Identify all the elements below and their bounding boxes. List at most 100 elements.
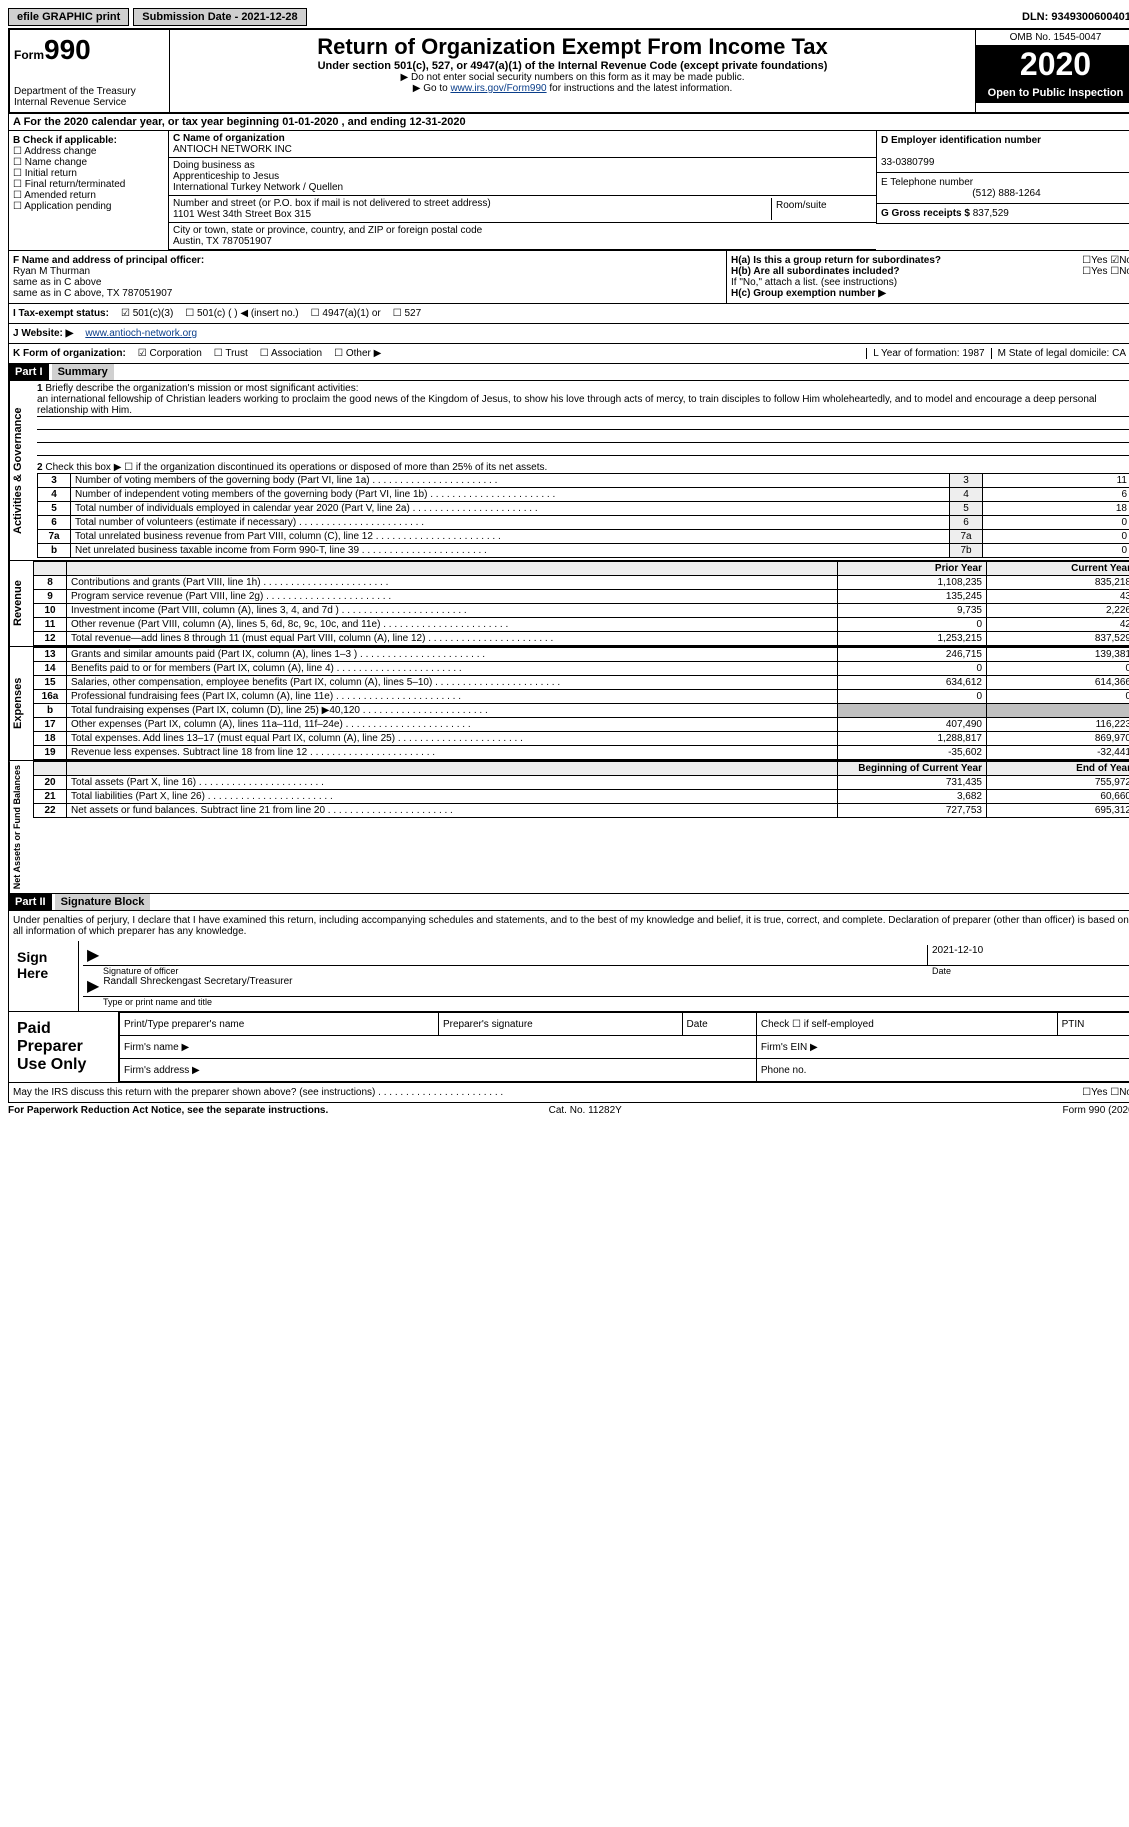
name-title-label: Type or print name and title (83, 997, 1129, 1007)
k-org-row: K Form of organization: ☑ Corporation ☐ … (8, 344, 1129, 364)
city-label: City or town, state or province, country… (173, 225, 482, 236)
part1-header: Part I (9, 364, 49, 380)
end-year-header: End of Year (987, 762, 1129, 776)
net-assets-tab: Net Assets or Fund Balances (9, 761, 33, 893)
self-employed-label: Check ☐ if self-employed (756, 1013, 1057, 1036)
sig-date: 2021-12-10 (927, 945, 1129, 965)
state-domicile: M State of legal domicile: CA (991, 348, 1129, 359)
top-bar: efile GRAPHIC print Submission Date - 20… (8, 8, 1129, 26)
i-label: I Tax-exempt status: (13, 308, 109, 319)
officer-name: Ryan M Thurman (13, 266, 90, 277)
prior-year-header: Prior Year (838, 562, 987, 576)
org-name: ANTIOCH NETWORK INC (173, 144, 292, 155)
form-number: 990 (44, 34, 91, 65)
year-formation: L Year of formation: 1987 (866, 348, 990, 359)
revenue-tab: Revenue (9, 561, 33, 646)
declaration-text: Under penalties of perjury, I declare th… (9, 911, 1129, 941)
gross-label: G Gross receipts $ (881, 208, 970, 219)
irs-link[interactable]: www.irs.gov/Form990 (450, 83, 546, 94)
dln: DLN: 93493006004012 (1022, 11, 1129, 23)
tel-value: (512) 888-1264 (881, 188, 1129, 199)
dept-treasury: Department of the Treasury Internal Reve… (14, 86, 165, 108)
dba-value: Apprenticeship to Jesus International Tu… (173, 171, 343, 193)
form-ref: Form 990 (2020) (1063, 1105, 1129, 1116)
date-label: Date (932, 966, 1129, 976)
part1-title: Summary (52, 364, 114, 380)
b-label: B Check if applicable: (13, 135, 164, 146)
b-opt: ☐ Name change (13, 157, 164, 168)
governance-tab: Activities & Governance (9, 381, 33, 560)
website-link[interactable]: www.antioch-network.org (85, 328, 197, 339)
ha-label: H(a) Is this a group return for subordin… (731, 255, 941, 266)
tax-status-row: I Tax-exempt status: ☑ 501(c)(3) ☐ 501(c… (8, 304, 1129, 324)
ein-label: D Employer identification number (881, 135, 1041, 146)
gross-value: 837,529 (973, 208, 1009, 219)
addr-label: Number and street (or P.O. box if mail i… (173, 198, 491, 209)
omb-number: OMB No. 1545-0047 (976, 30, 1129, 46)
paperwork-notice: For Paperwork Reduction Act Notice, see … (8, 1105, 328, 1116)
current-year-header: Current Year (987, 562, 1129, 576)
hb-note: If "No," attach a list. (see instruction… (731, 277, 1129, 288)
j-label: J Website: ▶ (13, 328, 73, 339)
firm-ein-label: Firm's EIN ▶ (756, 1036, 1129, 1059)
officer-addr1: same as in C above (13, 277, 101, 288)
signature-block: Under penalties of perjury, I declare th… (8, 911, 1129, 1103)
ein-value: 33-0380799 (881, 157, 934, 168)
form-subtitle: Under section 501(c), 527, or 4947(a)(1)… (174, 60, 971, 72)
firm-name-label: Firm's name ▶ (120, 1036, 757, 1059)
firm-address-label: Firm's address ▶ (120, 1059, 757, 1082)
row-f-h: F Name and address of principal officer:… (8, 251, 1129, 304)
net-assets-table: Beginning of Current Year End of Year 20… (33, 761, 1129, 818)
submission-date: Submission Date - 2021-12-28 (133, 8, 306, 26)
note-ssn: ▶ Do not enter social security numbers o… (174, 72, 971, 83)
part2-title: Signature Block (55, 894, 151, 910)
note-goto-pre: ▶ Go to (413, 83, 451, 94)
efile-button[interactable]: efile GRAPHIC print (8, 8, 129, 26)
dba-label: Doing business as (173, 160, 255, 171)
line1-label: Briefly describe the organization's miss… (45, 383, 358, 394)
net-assets-section: Net Assets or Fund Balances Beginning of… (8, 761, 1129, 894)
city-value: Austin, TX 787051907 (173, 236, 272, 247)
b-opt: ☐ Final return/terminated (13, 179, 164, 190)
hb-label: H(b) Are all subordinates included? (731, 266, 900, 277)
sign-here-label: Sign Here (9, 941, 79, 1011)
b-opt: ☐ Initial return (13, 168, 164, 179)
expenses-table: 13Grants and similar amounts paid (Part … (33, 647, 1129, 760)
paid-preparer-label: Paid Preparer Use Only (9, 1012, 119, 1082)
b-opt: ☐ Address change (13, 146, 164, 157)
governance-section: Activities & Governance 1 Briefly descri… (8, 381, 1129, 561)
governance-table: 3Number of voting members of the governi… (37, 473, 1129, 558)
beginning-year-header: Beginning of Current Year (838, 762, 987, 776)
hc-label: H(c) Group exemption number ▶ (731, 288, 1129, 299)
officer-addr2: same as in C above, TX 787051907 (13, 288, 172, 299)
form-title: Return of Organization Exempt From Incom… (174, 34, 971, 60)
preparer-name-label: Print/Type preparer's name (120, 1013, 439, 1036)
open-inspection: Open to Public Inspection (976, 83, 1129, 103)
revenue-table: Prior Year Current Year 8Contributions a… (33, 561, 1129, 646)
preparer-date-label: Date (682, 1013, 756, 1036)
officer-printed-name: Randall Shreckengast Secretary/Treasurer (103, 976, 292, 996)
cat-number: Cat. No. 11282Y (549, 1105, 622, 1116)
mission-text: an international fellowship of Christian… (37, 394, 1129, 417)
part2-header: Part II (9, 894, 52, 910)
b-opt: ☐ Amended return (13, 190, 164, 201)
footer: For Paperwork Reduction Act Notice, see … (8, 1103, 1129, 1116)
expenses-section: Expenses 13Grants and similar amounts pa… (8, 647, 1129, 761)
sig-officer-label: Signature of officer (83, 966, 932, 976)
main-info: B Check if applicable: ☐ Address change … (8, 131, 1129, 251)
arrow-icon: ▶ (83, 945, 103, 965)
addr-value: 1101 West 34th Street Box 315 (173, 209, 311, 220)
note-goto-post: for instructions and the latest informat… (549, 83, 732, 94)
arrow-icon: ▶ (83, 976, 103, 996)
k-label: K Form of organization: (13, 348, 126, 359)
paid-preparer-table: Print/Type preparer's name Preparer's si… (119, 1012, 1129, 1082)
tax-year: 2020 (976, 46, 1129, 83)
room-label: Room/suite (772, 198, 872, 220)
revenue-section: Revenue Prior Year Current Year 8Contrib… (8, 561, 1129, 647)
f-label: F Name and address of principal officer: (13, 255, 204, 266)
line2-label: Check this box ▶ ☐ if the organization d… (45, 462, 547, 473)
ptin-label: PTIN (1057, 1013, 1129, 1036)
row-a: A For the 2020 calendar year, or tax yea… (8, 114, 1129, 131)
form-header: Form990 Department of the Treasury Inter… (8, 28, 1129, 114)
expenses-tab: Expenses (9, 647, 33, 760)
